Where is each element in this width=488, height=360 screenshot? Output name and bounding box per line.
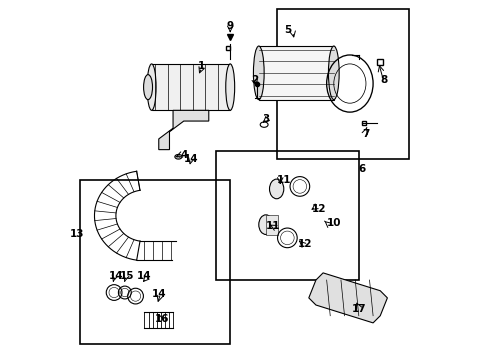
Bar: [265, 215, 278, 235]
Text: 11: 11: [265, 221, 280, 231]
Text: 1: 1: [198, 61, 205, 71]
Text: 8: 8: [379, 75, 386, 85]
Ellipse shape: [225, 64, 234, 111]
Polygon shape: [308, 273, 386, 323]
Bar: [80, 180, 230, 344]
Text: 12: 12: [312, 203, 326, 213]
Bar: [151, 64, 230, 111]
Text: 11: 11: [276, 175, 290, 185]
Text: 3: 3: [262, 114, 269, 124]
Ellipse shape: [269, 179, 283, 199]
Text: 14: 14: [137, 271, 151, 282]
Text: 13: 13: [69, 229, 83, 239]
Text: 15: 15: [119, 271, 134, 282]
Text: 12: 12: [297, 239, 312, 249]
Text: 5: 5: [283, 25, 290, 35]
Ellipse shape: [143, 75, 152, 100]
Text: 7: 7: [362, 129, 369, 139]
Text: 9: 9: [226, 21, 233, 31]
Bar: [258, 46, 333, 100]
Text: 16: 16: [155, 314, 169, 324]
Text: 14: 14: [151, 289, 166, 299]
Text: 6: 6: [358, 164, 365, 174]
Ellipse shape: [147, 64, 156, 111]
Ellipse shape: [258, 215, 272, 234]
Text: 17: 17: [351, 303, 366, 314]
Text: 14: 14: [183, 154, 198, 163]
Text: 14: 14: [108, 271, 123, 282]
Bar: [216, 152, 358, 280]
Text: 2: 2: [251, 75, 258, 85]
Bar: [276, 9, 408, 158]
Ellipse shape: [253, 46, 264, 100]
Polygon shape: [159, 111, 208, 150]
Ellipse shape: [328, 46, 339, 100]
Text: 4: 4: [180, 150, 187, 160]
Text: 10: 10: [326, 218, 340, 228]
